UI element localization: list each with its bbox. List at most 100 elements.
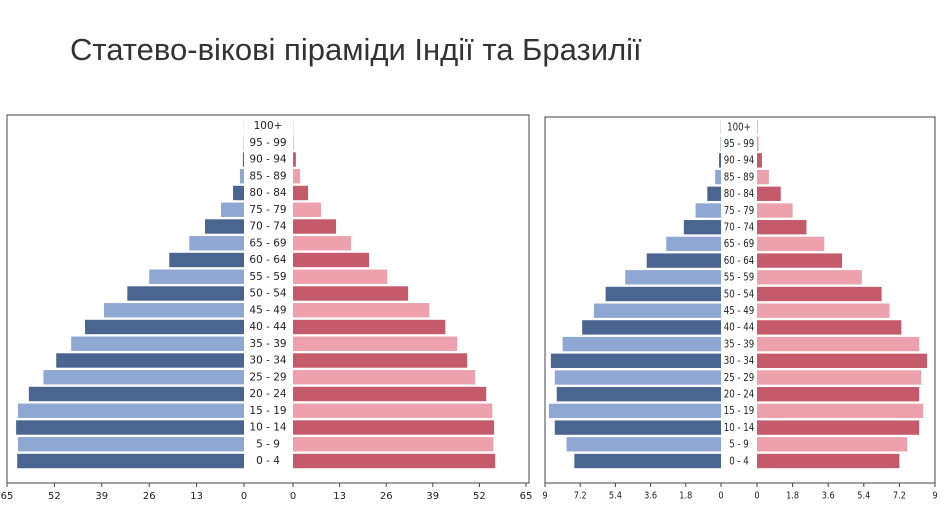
female-bar bbox=[757, 153, 762, 168]
male-bar bbox=[574, 453, 721, 469]
female-bar bbox=[757, 336, 920, 352]
female-bar bbox=[293, 286, 409, 301]
age-label: 55 - 59 bbox=[249, 271, 286, 283]
female-bar bbox=[757, 286, 882, 302]
age-label: 45 - 49 bbox=[724, 305, 754, 317]
age-label: 15 - 19 bbox=[249, 405, 286, 417]
female-bar bbox=[757, 236, 825, 252]
age-label: 15 - 19 bbox=[724, 405, 754, 417]
male-bar bbox=[666, 236, 721, 252]
male-bar bbox=[16, 420, 244, 435]
age-label: 70 - 74 bbox=[724, 222, 754, 234]
age-label: 80 - 84 bbox=[724, 188, 754, 200]
male-bar bbox=[85, 319, 244, 335]
male-bar bbox=[204, 219, 244, 234]
age-label: 75 - 79 bbox=[249, 204, 286, 216]
female-bar bbox=[757, 220, 807, 235]
female-bar bbox=[293, 303, 430, 318]
age-label: 55 - 59 bbox=[724, 272, 754, 284]
female-bar bbox=[757, 387, 920, 402]
female-bar bbox=[757, 320, 902, 335]
age-label: 80 - 84 bbox=[249, 187, 287, 199]
age-label: 50 - 54 bbox=[249, 288, 287, 300]
female-bar bbox=[293, 219, 337, 234]
male-bar bbox=[239, 169, 244, 184]
female-bar bbox=[757, 253, 843, 268]
age-label: 45 - 49 bbox=[249, 304, 286, 316]
female-bar bbox=[757, 420, 920, 435]
female-bar bbox=[293, 152, 296, 167]
x-tick-label: 5.4 bbox=[609, 491, 622, 502]
x-tick-label: 52 bbox=[48, 491, 61, 502]
age-label: 85 - 89 bbox=[724, 172, 754, 184]
female-bar bbox=[293, 370, 476, 385]
male-bar bbox=[43, 370, 244, 385]
x-tick-label: 5.4 bbox=[857, 491, 870, 502]
age-label: 90 - 94 bbox=[724, 155, 754, 167]
male-bar bbox=[695, 203, 721, 218]
female-bar bbox=[293, 403, 493, 418]
age-label: 10 - 14 bbox=[724, 422, 754, 434]
age-label: 75 - 79 bbox=[724, 205, 754, 217]
chart-frame bbox=[544, 116, 936, 484]
female-bar bbox=[757, 403, 924, 419]
x-tick-label: 65 bbox=[520, 491, 533, 502]
age-label: 10 - 14 bbox=[249, 422, 287, 434]
male-bar bbox=[149, 269, 244, 284]
age-label: 0 - 4 bbox=[256, 455, 280, 467]
x-tick-label: 7.2 bbox=[574, 491, 587, 502]
x-tick-label: 26 bbox=[143, 491, 156, 502]
female-bar bbox=[293, 319, 446, 335]
x-tick-label: 1.8 bbox=[679, 491, 692, 502]
male-bar bbox=[189, 236, 244, 251]
age-label: 35 - 39 bbox=[724, 339, 754, 351]
female-bar bbox=[293, 202, 321, 217]
male-bar bbox=[720, 136, 721, 151]
female-bar bbox=[757, 186, 781, 201]
x-tick-label: 39 bbox=[95, 491, 108, 502]
female-bar bbox=[293, 437, 494, 452]
x-tick-label: 65 bbox=[1, 491, 14, 502]
male-bar bbox=[566, 437, 721, 452]
female-bar bbox=[293, 269, 388, 284]
male-bar bbox=[556, 387, 721, 402]
x-tick-label: 3.6 bbox=[644, 491, 657, 502]
male-bar bbox=[17, 453, 245, 469]
male-bar bbox=[56, 353, 244, 368]
age-label: 60 - 64 bbox=[249, 254, 287, 266]
x-tick-label: 9 bbox=[542, 491, 547, 502]
x-tick-label: 7.2 bbox=[893, 491, 906, 502]
age-label: 65 - 69 bbox=[724, 238, 754, 250]
age-label: 90 - 94 bbox=[249, 154, 287, 166]
x-tick-label: 0 bbox=[241, 491, 247, 502]
age-label: 95 - 99 bbox=[249, 137, 286, 149]
age-label: 70 - 74 bbox=[249, 221, 287, 233]
age-label: 100+ bbox=[254, 120, 283, 132]
male-bar bbox=[242, 152, 244, 167]
x-tick-label: 52 bbox=[473, 491, 486, 502]
male-bar bbox=[554, 370, 721, 385]
female-bar bbox=[293, 453, 496, 469]
female-bar bbox=[293, 135, 294, 150]
female-bar bbox=[757, 303, 890, 318]
x-tick-label: 1.8 bbox=[786, 491, 799, 502]
age-label: 5 - 9 bbox=[729, 439, 749, 451]
x-tick-label: 0 bbox=[754, 491, 759, 502]
male-bar bbox=[683, 220, 721, 235]
x-tick-label: 26 bbox=[380, 491, 393, 502]
male-bar bbox=[715, 169, 721, 185]
female-bar bbox=[757, 370, 922, 385]
female-bar bbox=[293, 236, 352, 251]
female-bar bbox=[293, 386, 487, 402]
male-bar bbox=[103, 303, 244, 318]
chart-frame bbox=[6, 114, 530, 484]
age-label: 40 - 44 bbox=[724, 322, 754, 334]
female-bar bbox=[757, 453, 900, 469]
male-bar bbox=[554, 420, 721, 435]
slide-title: Статево-вікові піраміди Індії та Бразилі… bbox=[70, 32, 642, 67]
male-bar bbox=[169, 252, 244, 268]
age-label: 50 - 54 bbox=[724, 289, 754, 301]
age-label: 5 - 9 bbox=[256, 438, 280, 450]
male-bar bbox=[17, 403, 244, 418]
